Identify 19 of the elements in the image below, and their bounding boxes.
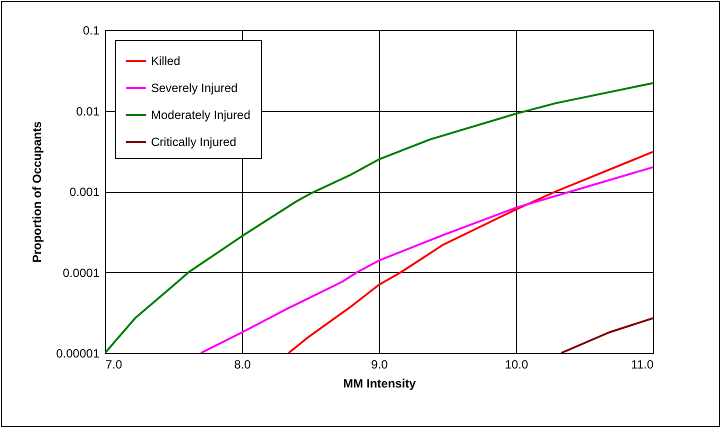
legend-label: Severely Injured [151,81,238,95]
x-tick-label: 8.0 [234,358,252,372]
legend-label: Moderately Injured [151,108,250,122]
y-tick-label: 0.0001 [62,266,100,280]
y-tick-label: 0.001 [69,185,100,199]
y-tick-label: 0.1 [82,24,100,38]
x-axis-title: MM Intensity [343,376,416,390]
legend-label: Killed [151,54,180,68]
x-tick-label: 11.0 [631,358,654,372]
line-series [288,150,653,353]
x-tick-label: 10.0 [504,358,528,372]
x-tick-label: 7.0 [106,358,123,372]
x-tick-label: 9.0 [371,358,388,372]
y-tick-label: 0.00001 [56,346,100,360]
line-series [105,82,653,353]
y-axis-title: Proportion of Occupants [30,121,44,263]
y-tick-label: 0.01 [76,104,100,118]
legend-label: Critically Injured [151,135,236,149]
line-series [200,166,653,353]
